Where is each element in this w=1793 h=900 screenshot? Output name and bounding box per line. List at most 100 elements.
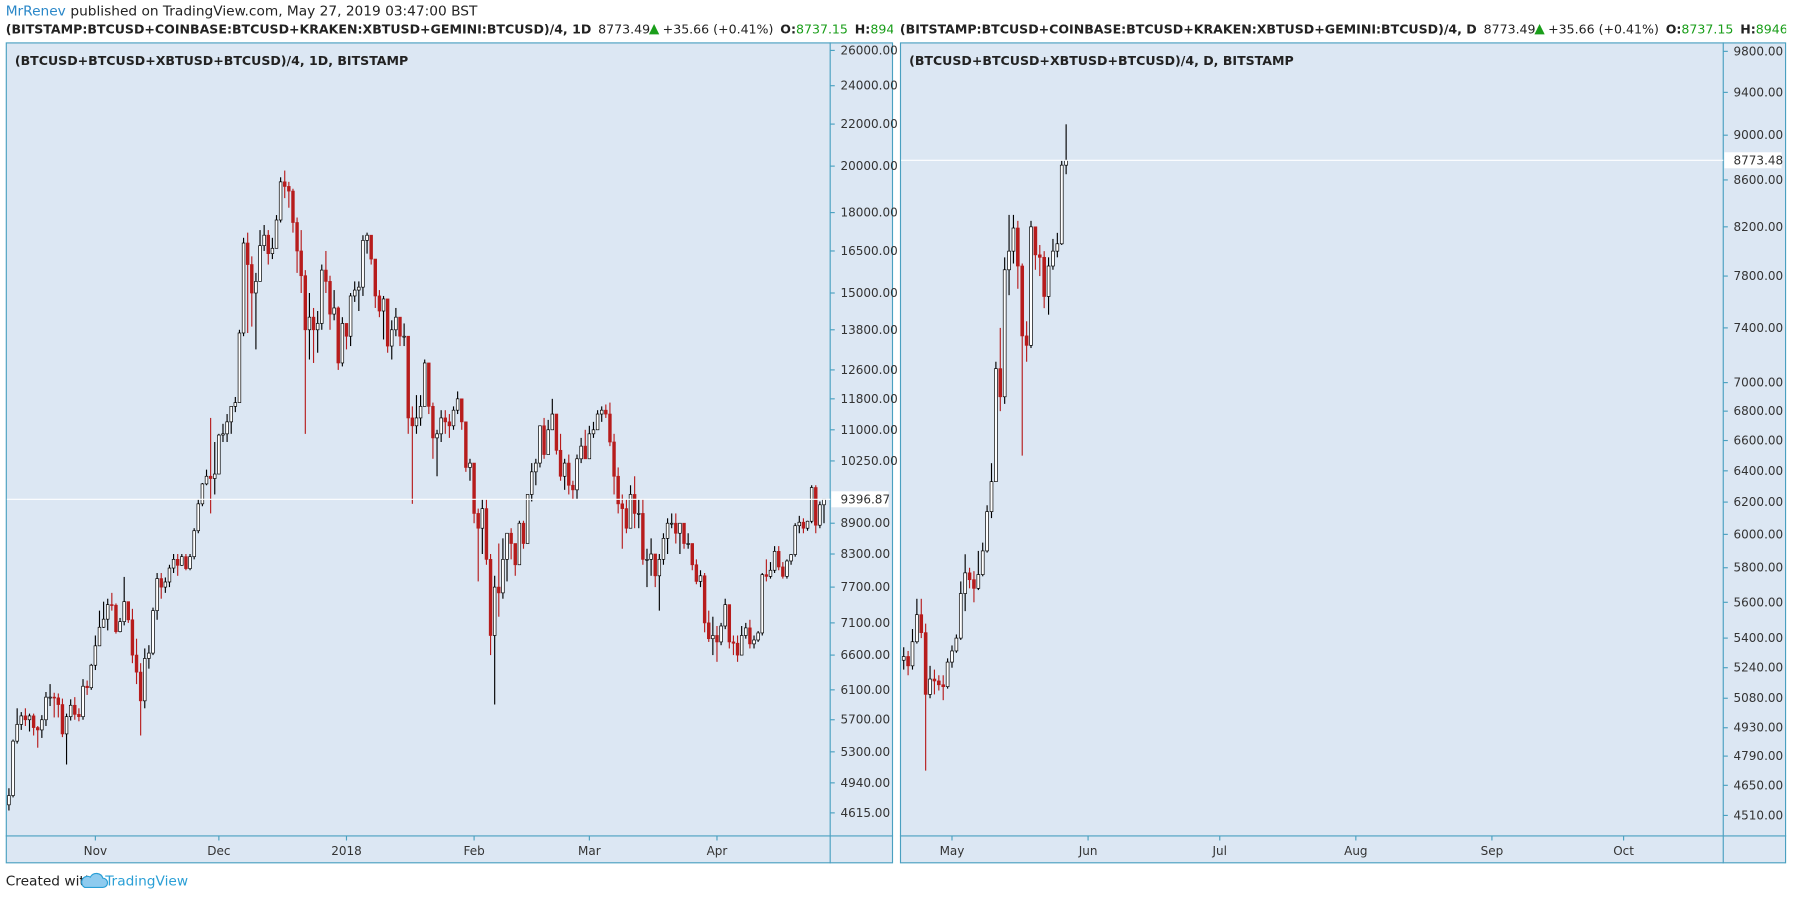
legend-line: (BITSTAMP:BTCUSD+COINBASE:BTCUSD+KRAKEN:…: [6, 21, 650, 36]
candle-body: [818, 504, 822, 526]
legend-field-label: O:: [780, 21, 796, 36]
y-tick-label: 4615.00: [840, 806, 890, 820]
candle-body: [250, 264, 254, 294]
candle-body: [1011, 227, 1016, 252]
last-price-box: [831, 491, 889, 508]
candle-body: [620, 503, 624, 509]
candle-body: [1059, 164, 1064, 245]
candle-body: [649, 553, 653, 560]
candle-body: [175, 559, 180, 566]
candle-body: [188, 556, 192, 569]
candle-body: [641, 513, 645, 560]
y-tick-label: 5400.00: [1734, 631, 1784, 645]
candle-body: [406, 335, 410, 419]
candle-body: [126, 601, 131, 621]
candle-body: [1033, 226, 1038, 256]
candle-body: [114, 604, 118, 633]
y-tick-label: 5800.00: [1734, 561, 1784, 575]
candle-body: [793, 525, 797, 555]
candle-body: [225, 421, 229, 435]
candle-body: [521, 522, 526, 544]
chart-title: (BTCUSD+BTCUSD+XBTUSD+BTCUSD)/4, 1D, BIT…: [15, 53, 408, 68]
candle-body: [332, 307, 336, 315]
brand-name[interactable]: TradingView: [104, 874, 188, 890]
candle-body: [101, 618, 106, 628]
y-tick-label: 20000.00: [840, 159, 897, 173]
y-tick-label: 15000.00: [840, 286, 897, 300]
y-tick-label: 8300.00: [840, 547, 890, 561]
y-tick-label: 7800.00: [1734, 269, 1784, 283]
candle-body: [702, 575, 707, 624]
author[interactable]: MrRenev: [6, 3, 66, 19]
candle-body: [68, 704, 73, 718]
candle-body: [1046, 265, 1051, 297]
candle-body: [637, 513, 641, 515]
candle-body: [27, 715, 32, 721]
y-tick-label: 5700.00: [840, 713, 890, 727]
candle-body: [295, 222, 299, 252]
candle-body: [56, 697, 61, 705]
candle-body: [534, 462, 538, 473]
y-tick-label: 16500.00: [840, 244, 897, 258]
y-tick-label: 8200.00: [1734, 220, 1784, 234]
y-tick-label: 8900.00: [840, 516, 890, 530]
candle-body: [950, 650, 954, 663]
candle-body: [1016, 227, 1020, 267]
candle-body: [731, 641, 736, 644]
candle-body: [1029, 226, 1033, 346]
candle-body: [422, 362, 427, 407]
y-tick-label: 4790.00: [1734, 749, 1784, 763]
candle-body: [801, 521, 806, 529]
x-tick-label: May: [940, 844, 965, 858]
candle-body: [143, 658, 147, 702]
candle-body: [106, 604, 110, 620]
candle-body: [237, 332, 242, 403]
candle-body: [394, 316, 398, 331]
candle-body: [760, 574, 764, 634]
candle-body: [488, 559, 493, 636]
legend-last: 8773.49: [598, 21, 650, 36]
candle-body: [616, 475, 620, 505]
candle-body: [764, 574, 769, 577]
published-text: published on TradingView.com, May 27, 20…: [70, 3, 478, 19]
candle-body: [600, 409, 604, 415]
candle-body: [138, 671, 143, 702]
candle-body: [941, 684, 946, 688]
candle-body: [159, 578, 163, 588]
candle-body: [789, 554, 793, 562]
candle-body: [1002, 269, 1007, 398]
candle-body: [744, 627, 748, 636]
candle-body: [369, 234, 373, 260]
y-tick-label: 11800.00: [840, 392, 897, 406]
candle-body: [686, 543, 690, 545]
candle-body: [270, 247, 275, 254]
candle-body: [245, 242, 250, 265]
candle-body: [81, 685, 85, 718]
candle-body: [937, 680, 941, 686]
legend-change: +35.66 (+0.41%): [663, 21, 774, 36]
candle-body: [595, 413, 600, 431]
candle-body: [311, 316, 316, 331]
candle-body: [44, 696, 48, 721]
candle-body: [427, 362, 431, 407]
candle-body: [435, 433, 439, 439]
candle-body: [328, 281, 332, 315]
candle-body: [299, 250, 303, 277]
candle-body: [711, 635, 715, 640]
candle-body: [752, 639, 756, 645]
candle-body: [196, 503, 200, 532]
candle-body: [768, 569, 773, 577]
candle-body: [604, 409, 608, 415]
y-tick-label: 4510.00: [1734, 808, 1784, 822]
candle-body: [628, 494, 633, 529]
candle-body: [579, 445, 583, 460]
candle-body: [171, 559, 176, 569]
candle-body: [777, 551, 781, 568]
candle-body: [480, 508, 485, 529]
candle-body: [715, 635, 719, 643]
last-price-box: [1724, 152, 1782, 169]
y-tick-label: 6000.00: [1734, 527, 1784, 541]
candle-body: [657, 559, 662, 577]
y-tick-label: 7000.00: [1734, 376, 1784, 390]
candle-body: [587, 433, 592, 460]
